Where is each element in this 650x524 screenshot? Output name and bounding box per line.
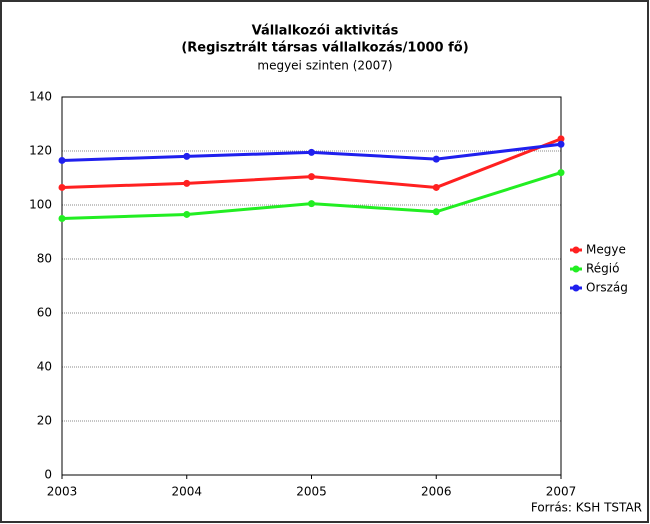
data-point bbox=[58, 215, 66, 222]
data-point bbox=[308, 200, 315, 208]
legend-marker bbox=[572, 265, 580, 273]
x-tick-label: 2003 bbox=[47, 485, 78, 499]
chart-subtitle: megyei szinten (2007) bbox=[257, 59, 392, 73]
data-point bbox=[58, 156, 66, 164]
chart-title: Vállalkozói aktivitás bbox=[252, 24, 399, 39]
data-point bbox=[183, 210, 191, 218]
data-point bbox=[557, 169, 565, 177]
y-tick-label: 60 bbox=[37, 306, 52, 320]
data-point bbox=[308, 148, 315, 156]
x-tick-label: 2005 bbox=[296, 485, 327, 499]
legend-marker bbox=[572, 284, 580, 292]
x-tick-label: 2004 bbox=[171, 485, 202, 499]
source: Forrás: KSH TSTAR bbox=[531, 501, 642, 515]
y-tick-label: 80 bbox=[37, 252, 52, 266]
data-point bbox=[432, 155, 440, 163]
data-point bbox=[557, 135, 565, 143]
legend-label: Ország bbox=[586, 281, 628, 295]
legend-label: Régió bbox=[586, 262, 619, 276]
data-point bbox=[183, 179, 191, 187]
y-tick-label: 140 bbox=[29, 90, 52, 104]
data-point bbox=[432, 208, 440, 216]
data-point bbox=[58, 183, 66, 191]
data-point bbox=[183, 152, 191, 160]
y-tick-label: 120 bbox=[29, 144, 52, 158]
legend-label: Megye bbox=[586, 243, 626, 257]
chart-title: (Regisztrált társas vállalkozás/1000 fő) bbox=[181, 41, 468, 56]
y-tick-label: 20 bbox=[37, 414, 52, 428]
data-point bbox=[308, 173, 315, 181]
data-point bbox=[432, 183, 440, 191]
x-tick-label: 2006 bbox=[421, 485, 452, 499]
y-tick-label: 100 bbox=[29, 198, 52, 212]
legend-marker bbox=[572, 246, 580, 254]
x-tick-label: 2007 bbox=[546, 485, 577, 499]
plot-area bbox=[61, 96, 562, 476]
data-point bbox=[557, 140, 565, 148]
y-tick-label: 0 bbox=[44, 468, 52, 482]
y-tick-label: 40 bbox=[37, 360, 52, 374]
